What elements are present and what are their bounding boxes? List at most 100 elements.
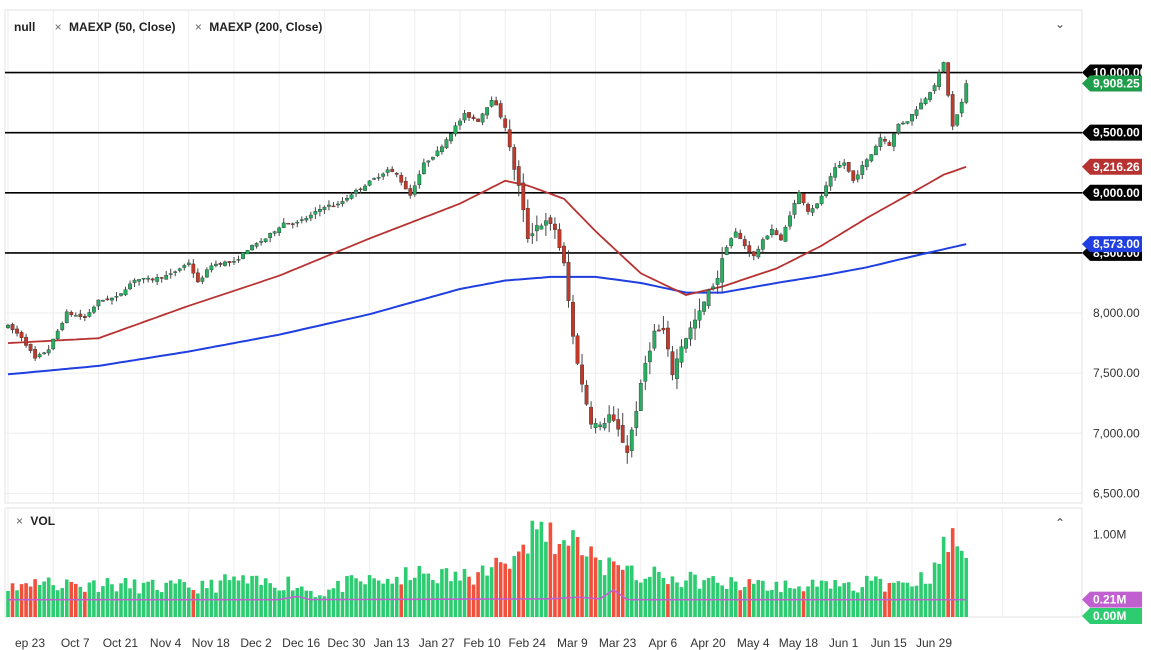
level-label-box bbox=[1082, 124, 1142, 141]
candle-body bbox=[896, 123, 901, 133]
candle-body bbox=[327, 204, 331, 207]
volume-bar bbox=[914, 585, 919, 617]
volume-bar bbox=[6, 590, 10, 617]
candle-body bbox=[494, 100, 499, 106]
x-tick-label: Jun 1 bbox=[829, 636, 859, 650]
candle-body bbox=[548, 217, 553, 224]
candle-body bbox=[950, 94, 955, 127]
volume-bar bbox=[55, 590, 60, 617]
volume-label: 0.00M bbox=[1093, 609, 1126, 623]
volume-bar bbox=[33, 579, 37, 617]
candle-body bbox=[195, 272, 200, 283]
volume-bar bbox=[516, 551, 521, 617]
volume-bar bbox=[702, 580, 706, 617]
volume-bar bbox=[955, 546, 959, 617]
candle-body bbox=[372, 178, 377, 180]
candle-body bbox=[78, 313, 83, 317]
volume-bar bbox=[413, 577, 417, 617]
volume-bar bbox=[521, 544, 526, 617]
candle-body bbox=[340, 201, 345, 205]
candle-body bbox=[214, 263, 218, 266]
candle-body bbox=[182, 265, 187, 268]
candle-body bbox=[711, 286, 716, 290]
volume-bar bbox=[281, 590, 286, 617]
pane-frames bbox=[4, 9, 1083, 618]
candle-body bbox=[901, 122, 905, 125]
candle-body bbox=[756, 248, 761, 258]
close-icon[interactable]: × bbox=[16, 514, 24, 528]
volume-bar bbox=[462, 569, 467, 617]
candle-body bbox=[159, 277, 164, 279]
volume-bar bbox=[544, 541, 548, 617]
chevron-up-icon[interactable]: ⌃ bbox=[1055, 516, 1066, 530]
volume-bar bbox=[883, 591, 887, 617]
volume-bar bbox=[747, 579, 752, 617]
candle-body bbox=[186, 262, 191, 265]
x-tick-label: Mar 23 bbox=[599, 636, 637, 650]
volume-bar bbox=[105, 578, 110, 617]
candle-body bbox=[299, 219, 304, 221]
candle-body bbox=[480, 113, 485, 123]
volume-bar bbox=[720, 585, 724, 617]
volume-bar bbox=[629, 565, 634, 617]
candle-body bbox=[421, 162, 426, 174]
volume-bar bbox=[584, 556, 589, 617]
study-ma50-label[interactable]: MAEXP (50, Close) bbox=[69, 20, 176, 34]
candle-body bbox=[467, 112, 471, 118]
candle-body bbox=[769, 229, 774, 236]
x-tick-label: Nov 4 bbox=[150, 636, 182, 650]
candle-body bbox=[715, 278, 720, 285]
horizontal-lines[interactable] bbox=[5, 71, 1082, 254]
candle-body bbox=[37, 354, 42, 358]
candle-body bbox=[607, 414, 612, 423]
close-icon[interactable]: × bbox=[54, 20, 62, 34]
volume-bar bbox=[403, 567, 408, 617]
candle-body bbox=[571, 301, 575, 337]
volume-bar bbox=[661, 577, 666, 617]
study-ma200-label[interactable]: MAEXP (200, Close) bbox=[209, 20, 323, 34]
y-tick-label: 7,500.00 bbox=[1093, 366, 1140, 380]
chevron-down-icon[interactable]: ⌄ bbox=[1055, 17, 1066, 31]
price-label: 9,908.25 bbox=[1093, 77, 1140, 91]
volume-bar bbox=[964, 557, 969, 617]
volume-bar bbox=[833, 580, 837, 617]
candle-body bbox=[697, 310, 702, 321]
volume-bar bbox=[132, 579, 137, 617]
volume-bar bbox=[652, 566, 657, 617]
candle-body bbox=[946, 62, 951, 96]
candle-body bbox=[530, 233, 535, 236]
candle-body bbox=[10, 324, 15, 330]
candle-body bbox=[73, 315, 78, 317]
volume-bar bbox=[223, 574, 227, 617]
volume-bar bbox=[331, 588, 336, 617]
candle-body bbox=[675, 358, 679, 379]
candle-body bbox=[656, 329, 661, 332]
volume-bars bbox=[6, 520, 969, 617]
candle-body bbox=[336, 203, 340, 206]
candle-body bbox=[860, 165, 865, 175]
volume-bar bbox=[345, 576, 349, 617]
candle-body bbox=[598, 424, 603, 427]
candle-body bbox=[91, 306, 96, 313]
candle-body bbox=[440, 146, 444, 153]
volume-bar bbox=[367, 575, 372, 617]
close-icon[interactable]: × bbox=[194, 20, 202, 34]
ma50-line bbox=[7, 165, 967, 344]
candle-body bbox=[498, 103, 503, 118]
volume-bar bbox=[304, 590, 309, 617]
volume-bar bbox=[783, 580, 788, 617]
candle-body bbox=[227, 261, 232, 263]
volume-bar bbox=[205, 588, 209, 617]
volume-ma bbox=[8, 588, 967, 601]
volume-bar bbox=[697, 588, 702, 617]
volume-bar bbox=[724, 588, 729, 617]
volume-bar bbox=[932, 562, 937, 617]
volume-bar bbox=[792, 588, 797, 617]
candle-body bbox=[810, 208, 815, 213]
volume-bar bbox=[770, 590, 774, 617]
candle-body bbox=[390, 168, 395, 172]
volume-bar bbox=[566, 545, 571, 617]
candle-body bbox=[110, 297, 114, 301]
candle-body bbox=[629, 429, 634, 451]
